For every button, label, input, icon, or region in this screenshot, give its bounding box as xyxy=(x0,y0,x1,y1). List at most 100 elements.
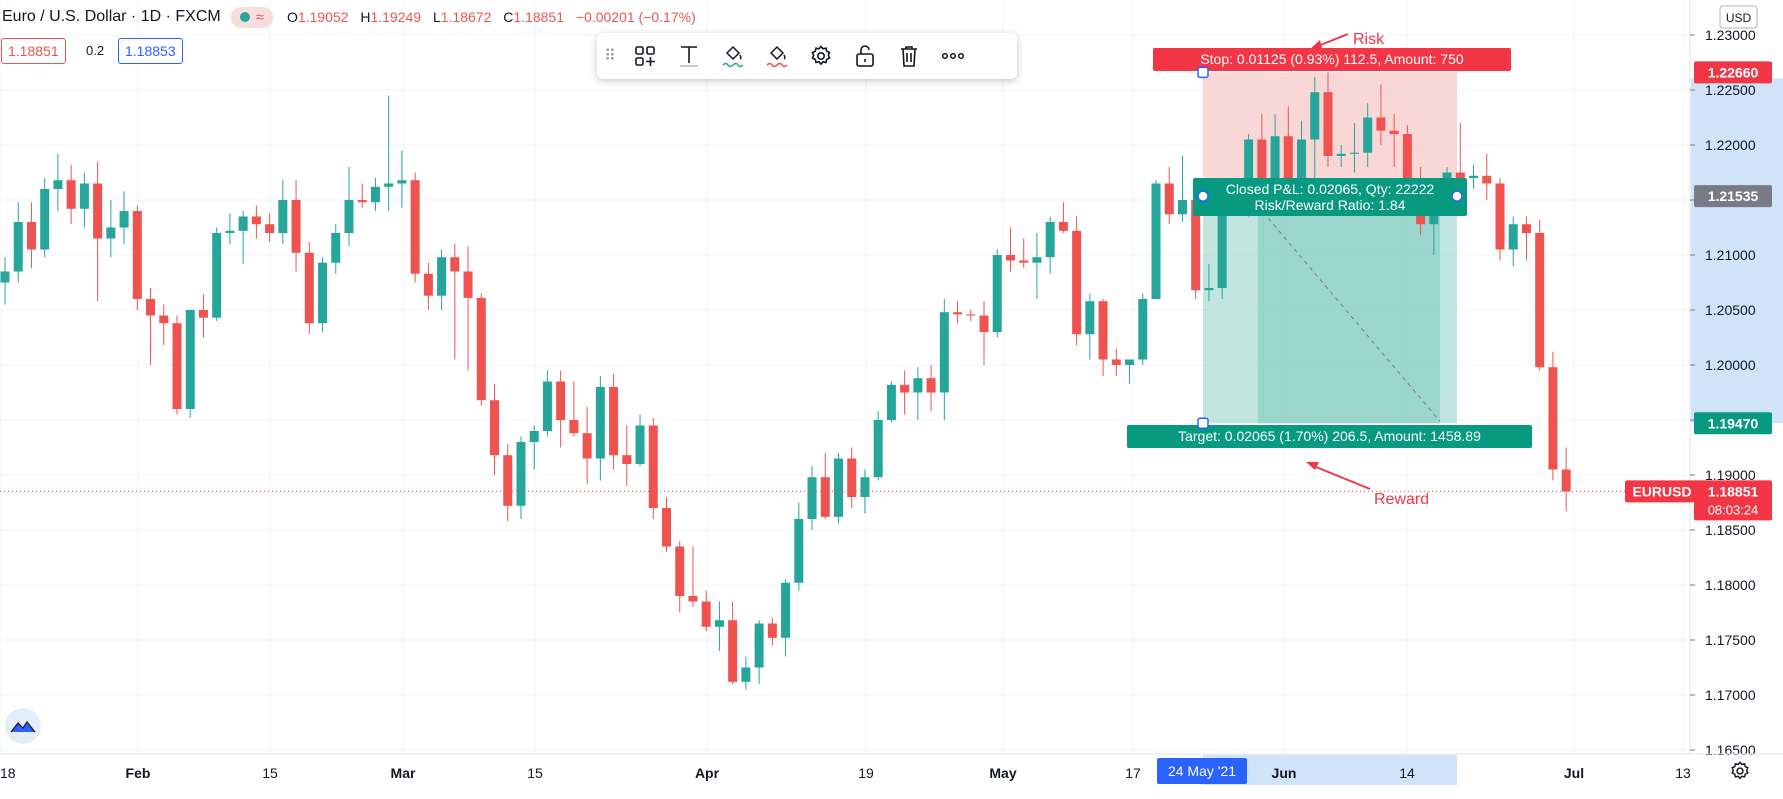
price-tick-label: 1.18000 xyxy=(1705,577,1756,593)
candle-body xyxy=(1085,301,1095,335)
risk-arrow-head xyxy=(1310,40,1322,49)
candle-body xyxy=(1125,359,1135,365)
candle-body xyxy=(622,455,632,464)
axis-selection-range xyxy=(1691,78,1783,424)
candle xyxy=(886,381,896,423)
text-icon[interactable] xyxy=(667,36,711,76)
more-icon[interactable] xyxy=(931,36,975,76)
candle xyxy=(992,249,1002,338)
realized-zone xyxy=(1258,196,1440,424)
unlock-icon[interactable] xyxy=(843,36,887,76)
candle-body xyxy=(1019,260,1029,263)
candle xyxy=(1125,359,1135,384)
candle xyxy=(278,180,288,244)
candle xyxy=(1535,219,1545,371)
candle xyxy=(26,202,36,269)
high-value: 1.19249 xyxy=(370,9,422,25)
pnl-label-text: Risk/Reward Ratio: 1.84 xyxy=(1255,197,1406,213)
object-tree-icon[interactable] xyxy=(623,36,667,76)
candle xyxy=(1495,178,1505,261)
low-value: 1.18672 xyxy=(440,9,492,25)
open-value: 1.19052 xyxy=(297,9,349,25)
currency-label: USD xyxy=(1726,11,1752,25)
pnl-label: Closed P&L: 0.02065, Qty: 22222Risk/Rewa… xyxy=(1193,178,1467,216)
candle xyxy=(1019,238,1029,269)
candle xyxy=(1098,299,1108,376)
reward-arrow-line xyxy=(1315,466,1371,490)
candle-body xyxy=(26,222,36,250)
fill-green-icon[interactable] xyxy=(711,36,755,76)
candle xyxy=(331,224,341,274)
candle xyxy=(66,164,76,225)
market-status-pill[interactable]: ≈ xyxy=(230,6,273,28)
candle xyxy=(1151,180,1161,299)
stop-label: Stop: 0.01125 (0.93%) 112.5, Amount: 750 xyxy=(1153,48,1511,71)
candle-body xyxy=(93,183,103,239)
stop-price-tag-text: 1.22660 xyxy=(1708,64,1759,80)
candle-body xyxy=(1244,139,1254,200)
settings-icon[interactable] xyxy=(799,36,843,76)
candle xyxy=(1376,84,1386,145)
candle xyxy=(384,95,394,211)
reward-arrow-head xyxy=(1306,462,1319,470)
price-tick-label: 1.16500 xyxy=(1705,742,1756,758)
price-tick-label: 1.17000 xyxy=(1705,687,1756,703)
time-tick-label: 18 xyxy=(0,765,16,781)
candle-body xyxy=(1561,469,1571,492)
candle-body xyxy=(1217,205,1227,288)
candle xyxy=(688,546,698,607)
candle xyxy=(1005,227,1015,272)
candle xyxy=(1508,216,1518,266)
candle xyxy=(357,183,367,208)
candle xyxy=(1072,216,1082,346)
chart-header: Euro / U.S. Dollar · 1D · FXCM ≈ O1.1905… xyxy=(0,0,704,34)
candle-body xyxy=(1204,288,1214,291)
candle xyxy=(966,310,976,321)
candle-body xyxy=(794,519,804,583)
chart-settings-icon[interactable] xyxy=(1728,759,1752,783)
candle-body xyxy=(820,477,830,517)
candle xyxy=(595,376,605,481)
candle-body xyxy=(172,323,182,409)
buy-price-button[interactable]: 1.18853 xyxy=(118,38,183,64)
time-tick-label: 17 xyxy=(1125,765,1141,781)
candle-body xyxy=(503,455,513,506)
candle-body xyxy=(159,315,169,324)
drag-handle xyxy=(1197,190,1209,202)
entry-price-tag: 1.21535 xyxy=(1694,185,1772,208)
symbol-title[interactable]: Euro / U.S. Dollar · 1D · FXCM xyxy=(2,8,221,25)
candle-body xyxy=(900,384,910,393)
trash-icon[interactable] xyxy=(887,36,931,76)
fill-red-icon[interactable] xyxy=(755,36,799,76)
price-tick-label: 1.17500 xyxy=(1705,632,1756,648)
candle-body xyxy=(357,200,367,203)
candle xyxy=(1336,145,1346,167)
candle-body xyxy=(542,381,552,431)
candle-body xyxy=(992,255,1002,332)
sell-price-button[interactable]: 1.18851 xyxy=(1,38,66,64)
candle xyxy=(370,178,380,211)
target-label-text: Target: 0.02065 (1.70%) 206.5, Amount: 1… xyxy=(1178,428,1481,444)
candle-body xyxy=(675,546,685,596)
candle xyxy=(741,656,751,690)
candle xyxy=(1032,233,1042,299)
candle xyxy=(913,367,923,420)
candle-body xyxy=(873,420,883,478)
candle-body xyxy=(529,431,539,442)
candle-body xyxy=(1111,359,1121,365)
candle-body xyxy=(1297,139,1307,178)
time-highlight-bg xyxy=(1157,758,1247,784)
candle xyxy=(635,414,645,467)
target-label-bg xyxy=(1127,425,1532,448)
candle-body xyxy=(1058,222,1068,231)
candle xyxy=(119,191,129,244)
drag-handle-icon[interactable]: ⠿ xyxy=(604,48,616,65)
drawing-floating-toolbar: ⠿ xyxy=(597,33,1017,79)
candle-body xyxy=(106,227,116,239)
candle-body xyxy=(688,596,698,602)
candle xyxy=(529,425,539,470)
candle-body xyxy=(53,180,63,189)
tradingview-logo-icon[interactable] xyxy=(5,708,41,744)
risk-annotation: Risk xyxy=(1353,31,1385,48)
